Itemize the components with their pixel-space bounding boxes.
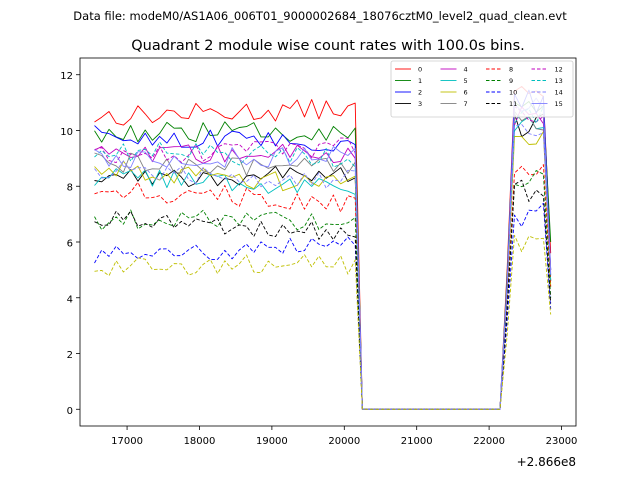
legend-label-7: 7 <box>464 100 468 108</box>
legend-label-12: 12 <box>555 65 563 73</box>
x-tick-label-17000: 17000 <box>111 436 143 447</box>
y-tick-label-2: 2 <box>67 350 73 361</box>
y-tick-label-8: 8 <box>67 183 73 194</box>
legend-label-2: 2 <box>418 88 422 96</box>
legend-label-14: 14 <box>555 88 563 96</box>
series-line-series-16 <box>94 234 552 410</box>
plot-area <box>80 58 576 426</box>
series-layer <box>94 86 552 410</box>
x-tick-label-18000: 18000 <box>184 436 216 447</box>
legend-label-1: 1 <box>418 77 422 85</box>
legend-label-5: 5 <box>464 77 468 85</box>
legend-label-11: 11 <box>509 100 517 108</box>
legend-label-15: 15 <box>555 100 563 108</box>
y-tick-label-12: 12 <box>60 71 73 82</box>
legend-label-13: 13 <box>555 77 563 85</box>
legend-label-10: 10 <box>509 88 517 96</box>
legend-label-4: 4 <box>464 65 468 73</box>
legend-label-0: 0 <box>418 65 422 73</box>
chart-title: Quadrant 2 module wise count rates with … <box>131 38 525 54</box>
legend-label-3: 3 <box>418 100 422 108</box>
legend-box <box>390 60 574 118</box>
x-tick-label-22000: 22000 <box>473 436 505 447</box>
legend-label-8: 8 <box>509 65 513 73</box>
y-tick-label-0: 0 <box>67 406 73 417</box>
y-tick-label-6: 6 <box>67 239 73 250</box>
chart-suptitle: Data file: modeM0/AS1A06_006T01_90000026… <box>73 9 567 23</box>
ticks-layer: 17000 18000 19000 20000 21000 22000 23000 0 2 4 6 8… <box>60 71 577 447</box>
plot-frame <box>79 57 577 427</box>
y-tick-label-4: 4 <box>67 294 73 305</box>
x-tick-label-20000: 20000 <box>328 436 360 447</box>
legend-label-9: 9 <box>509 77 513 85</box>
x-tick-label-19000: 19000 <box>256 436 288 447</box>
x-tick-label-23000: 23000 <box>546 436 578 447</box>
x-tick-label-21000: 21000 <box>401 436 433 447</box>
y-tick-label-10: 10 <box>60 127 73 138</box>
legend-label-6: 6 <box>464 88 468 96</box>
x-offset-text: +2.866e8 <box>517 455 576 469</box>
